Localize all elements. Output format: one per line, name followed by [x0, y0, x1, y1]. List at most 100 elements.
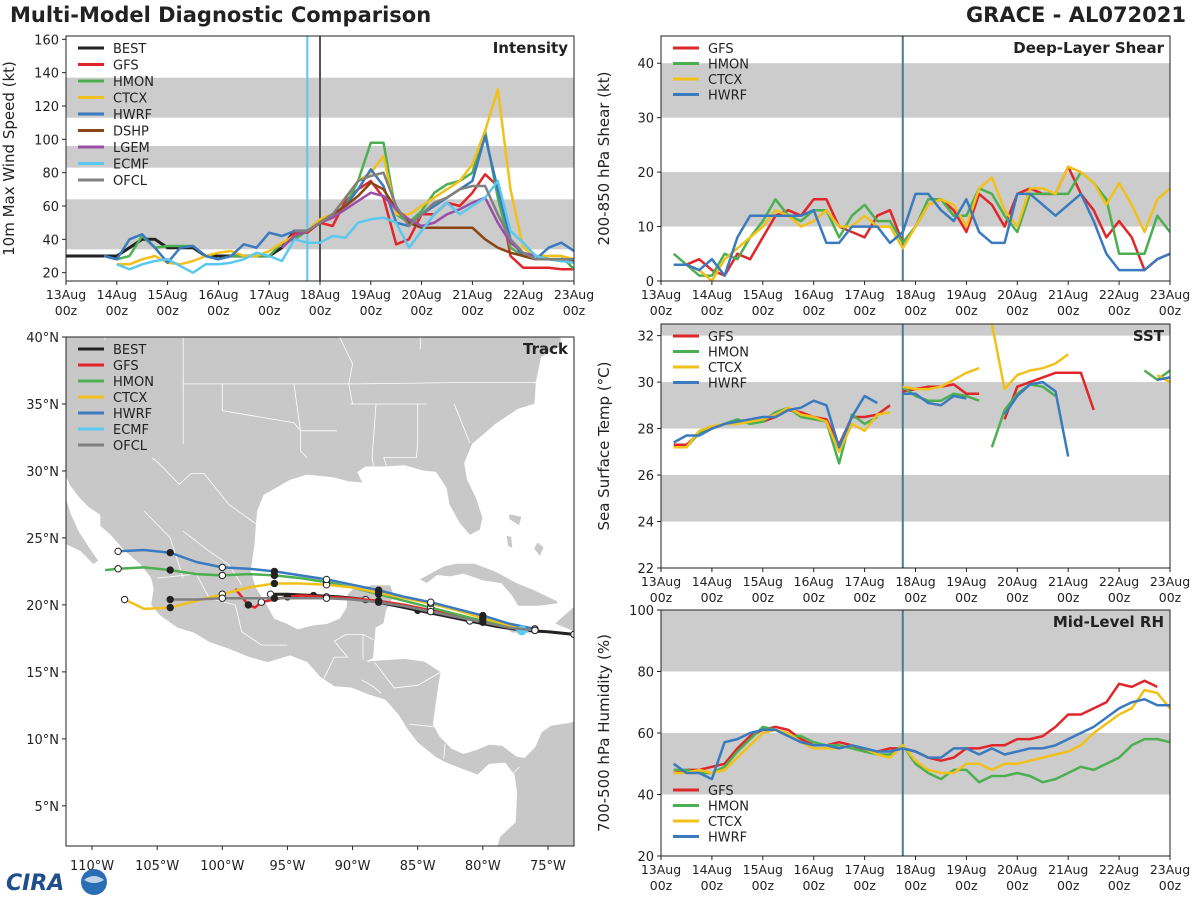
legend-label-ofcl: OFCL: [113, 439, 148, 454]
intensity-panel: 2040608010012014016013Aug00z14Aug00z15Au…: [0, 33, 594, 318]
x-tick-label: 00z: [853, 590, 876, 605]
x-tick-label: 00z: [650, 303, 673, 318]
border-states-2: [221, 383, 308, 458]
y-tick-label: 30: [637, 376, 654, 391]
track-point-hwrf: [427, 598, 435, 606]
x-tick-label: 00z: [802, 878, 825, 893]
x-tick-label: 16Aug: [794, 862, 834, 877]
x-tick-label: 21Aug: [1048, 574, 1088, 589]
x-tick-label: 21Aug: [1048, 862, 1088, 877]
series-line-ctcx: [673, 688, 1170, 775]
x-tick-label: 19Aug: [351, 287, 391, 302]
y-tick-label: 60: [637, 727, 654, 742]
y-tick-label: 10: [637, 221, 654, 236]
series-line-ecmf: [116, 179, 574, 274]
x-tick-label: 16Aug: [794, 287, 834, 302]
x-tick-label: 105°W: [135, 859, 179, 874]
border-panama: [443, 744, 446, 759]
track-point-hmon: [218, 571, 227, 580]
x-tick-label: 13Aug: [641, 574, 681, 589]
x-tick-label: 00z: [156, 303, 179, 318]
x-tick-label: 23Aug: [1150, 287, 1190, 302]
x-tick-label: 00z: [106, 303, 129, 318]
x-tick-label: 17Aug: [844, 862, 884, 877]
x-tick-label: 75°W: [530, 859, 566, 874]
x-tick-label: 18Aug: [895, 574, 935, 589]
border-states-7: [339, 337, 354, 405]
track-point-ctcx: [166, 603, 174, 612]
x-tick-label: 00z: [1057, 590, 1080, 605]
x-tick-label: 00z: [904, 590, 927, 605]
x-tick-label: 19Aug: [946, 574, 986, 589]
x-tick-label: 110°W: [70, 859, 114, 874]
legend-label-hmon: HMON: [708, 58, 749, 73]
y-tick-label: 32: [637, 330, 654, 345]
plot-frame: [65, 336, 575, 847]
border-mexico-states-3: [143, 510, 184, 579]
x-tick-label: 00z: [701, 878, 724, 893]
x-tick-label: 19Aug: [946, 287, 986, 302]
x-tick-label: 80°W: [465, 859, 501, 874]
x-tick-label: 00z: [701, 303, 724, 318]
y-tick-label: 15°N: [26, 666, 59, 681]
x-tick-label: 00z: [853, 303, 876, 318]
x-tick-label: 00z: [955, 303, 978, 318]
x-tick-label: 00z: [563, 303, 586, 318]
series-line-ctcx: [673, 324, 1170, 454]
land-hispaniola: [553, 605, 574, 633]
x-tick-label: 20Aug: [997, 862, 1037, 877]
x-tick-label: 00z: [360, 303, 383, 318]
x-tick-label: 00z: [1108, 590, 1131, 605]
x-tick-label: 00z: [1159, 590, 1182, 605]
legend-label-hwrf: HWRF: [708, 89, 747, 104]
legend-label-best: BEST: [113, 42, 146, 57]
legend-label-gfs: GFS: [113, 359, 139, 374]
y-tick-label: 40°N: [26, 331, 59, 346]
x-tick-label: 00z: [802, 590, 825, 605]
legend-label-ctcx: CTCX: [113, 92, 147, 107]
rh-panel: 2040608010013Aug00z14Aug00z15Aug00z16Aug…: [595, 604, 1190, 893]
border-states-1: [183, 382, 537, 385]
track-point-gfs: [257, 598, 266, 606]
x-tick-label: 00z: [258, 303, 281, 318]
x-tick-label: 90°W: [335, 859, 371, 874]
track-point-ofcl: [322, 594, 331, 602]
x-tick-label: 19Aug: [946, 862, 986, 877]
y-tick-label: 35°N: [26, 398, 59, 413]
track-point-ofcl: [374, 598, 383, 606]
y-tick-label: 30°N: [26, 465, 59, 480]
legend-label-ctcx: CTCX: [113, 391, 147, 406]
x-tick-label: 21Aug: [1048, 287, 1088, 302]
y-tick-label: 80: [637, 666, 654, 681]
x-tick-label: 17Aug: [249, 287, 289, 302]
x-tick-label: 00z: [1159, 878, 1182, 893]
x-tick-label: 85°W: [400, 859, 436, 874]
x-tick-label: 15Aug: [743, 287, 783, 302]
legend-label-hmon: HMON: [708, 800, 749, 815]
legend-label-gfs: GFS: [708, 784, 734, 799]
border-states-3: [293, 383, 337, 432]
x-tick-label: 00z: [1108, 878, 1131, 893]
x-tick-label: 00z: [207, 303, 230, 318]
land-bahamas-3: [533, 541, 545, 558]
y-tick-label: 0: [646, 275, 654, 290]
x-tick-label: 00z: [1057, 303, 1080, 318]
x-tick-label: 00z: [752, 303, 775, 318]
border-colombia: [509, 766, 520, 777]
series-line-hwrf: [673, 376, 1170, 457]
x-tick-label: 23Aug: [1150, 574, 1190, 589]
land-cuba: [418, 563, 559, 607]
x-tick-label: 00z: [752, 878, 775, 893]
x-tick-label: 18Aug: [895, 862, 935, 877]
panel-title: Deep-Layer Shear: [1013, 39, 1164, 57]
x-tick-label: 15Aug: [743, 862, 783, 877]
land-north-america: [66, 337, 574, 846]
x-tick-label: 14Aug: [692, 574, 732, 589]
x-tick-label: 23Aug: [1150, 862, 1190, 877]
x-tick-label: 22Aug: [503, 287, 543, 302]
track-point-hmon: [114, 565, 122, 573]
x-tick-label: 00z: [1006, 878, 1029, 893]
x-tick-label: 15Aug: [147, 287, 187, 302]
y-tick-label: 120: [34, 100, 59, 115]
land-bahamas: [508, 513, 523, 527]
